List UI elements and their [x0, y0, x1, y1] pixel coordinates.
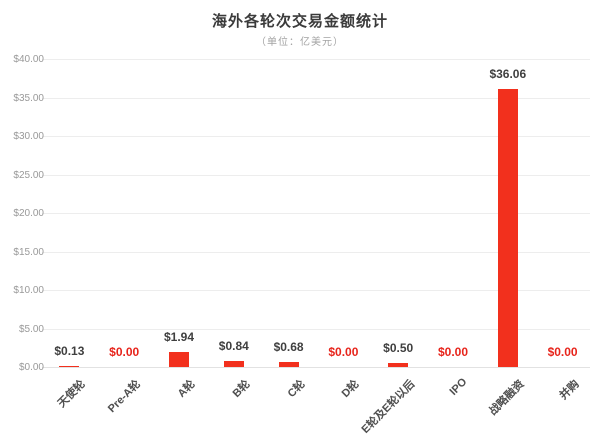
value-label: $0.50: [383, 341, 414, 355]
y-axis-tick-label: $30.00: [13, 131, 44, 142]
gridline: [42, 174, 590, 176]
bar: [59, 366, 80, 367]
y-axis-tick-label: $20.00: [13, 208, 44, 219]
y-axis-tick-label: $35.00: [13, 92, 44, 104]
value-label: $0.00: [547, 345, 578, 359]
value-label: $1.94: [163, 330, 195, 344]
gridline: [42, 97, 590, 99]
y-axis-tick-label: $0.00: [18, 362, 44, 373]
value-label: $0.68: [273, 340, 304, 354]
x-axis-category-label: 并购: [557, 378, 582, 403]
gridline: [42, 290, 590, 291]
x-axis-category-label: A轮: [175, 378, 198, 401]
value-label: $36.06: [489, 67, 527, 81]
x-axis-category-label: C轮: [285, 378, 308, 401]
chart-title: 海外各轮次交易金额统计: [211, 13, 388, 30]
value-label: $0.00: [328, 345, 359, 359]
gridline: [42, 59, 590, 60]
value-label: $0.00: [437, 345, 469, 359]
bar: [223, 361, 244, 367]
gridline: [42, 213, 590, 214]
x-axis-category-label: Pre-A轮: [105, 378, 143, 416]
y-axis-tick-label: $25.00: [13, 169, 44, 181]
bar: [169, 352, 189, 367]
y-axis-tick-label: $10.00: [13, 285, 44, 296]
y-axis-tick-label: $15.00: [13, 246, 44, 258]
y-axis-tick-label: $5.00: [18, 323, 44, 335]
bar: [497, 89, 518, 367]
x-axis-category-label: E轮及E轮以后: [359, 378, 417, 436]
x-axis-category-label: IPO: [447, 376, 470, 398]
value-label: $0.13: [54, 344, 85, 358]
bar: [278, 362, 299, 367]
gridline: [42, 328, 590, 330]
gridline: [42, 251, 590, 253]
value-label: $0.00: [109, 345, 140, 359]
x-axis-category-label: B轮: [230, 378, 253, 401]
chart-unit-label: （单位：亿美元）: [256, 37, 344, 48]
gridline: [42, 367, 590, 368]
value-label: $0.84: [218, 339, 249, 353]
gridline: [42, 136, 590, 137]
bar: [388, 363, 409, 367]
x-axis-category-label: 战略融资: [486, 378, 527, 418]
x-axis-category-label: D轮: [340, 378, 362, 401]
x-axis-category-label: 天使轮: [56, 378, 88, 410]
y-axis-tick-label: $40.00: [13, 54, 44, 65]
